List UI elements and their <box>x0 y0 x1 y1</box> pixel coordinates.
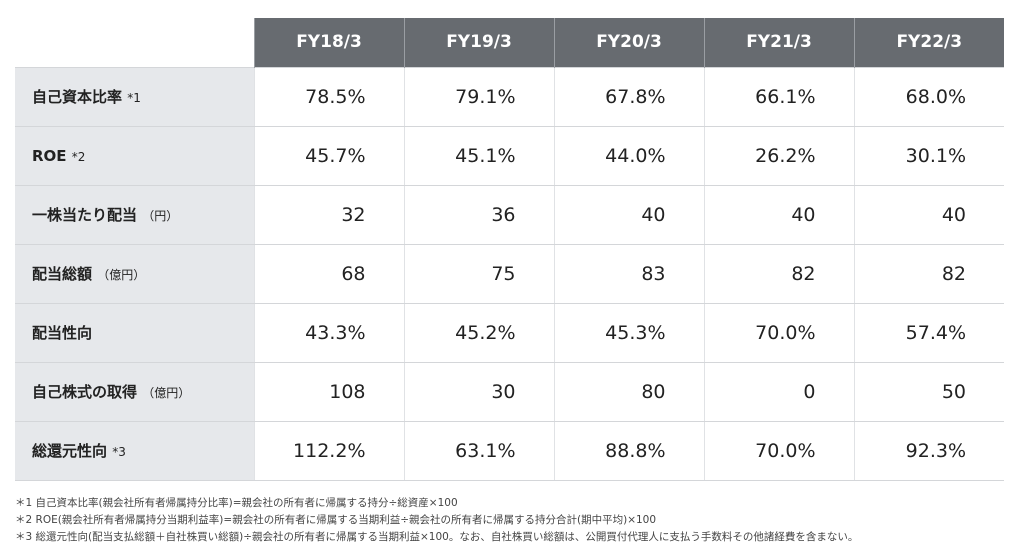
header-fy: FY22/3 <box>853 18 1004 67</box>
table-cell: 63.1% <box>403 420 554 481</box>
table-cell: 108 <box>253 361 404 422</box>
row-label: 自己株式の取得 （億円） <box>15 361 254 422</box>
row-label-text: 配当総額 <box>32 265 93 283</box>
table-cell: 0 <box>703 361 854 422</box>
table-cell: 40 <box>703 184 854 245</box>
row-label-note: *2 <box>71 149 86 164</box>
table-cell: 78.5% <box>253 66 404 127</box>
table-row: 総還元性向 *3 112.2% 63.1% 88.8% 70.0% 92.3% <box>15 420 1004 481</box>
table-cell: 32 <box>253 184 404 245</box>
financial-indicators-table: FY18/3 FY19/3 FY20/3 FY21/3 FY22/3 自己資本比… <box>15 18 1004 481</box>
table-cell: 79.1% <box>403 66 554 127</box>
table-cell: 45.1% <box>403 125 554 186</box>
table-cell: 70.0% <box>703 302 854 363</box>
row-label-text: 自己資本比率 <box>32 88 123 106</box>
table-cell: 83 <box>553 243 704 304</box>
footnote: ＊1 自己資本比率(親会社所有者帰属持分比率)=親会社の所有者に帰属する持分÷総… <box>15 497 458 509</box>
footnote: ＊2 ROE(親会社所有者帰属持分当期利益率)=親会社の所有者に帰属する当期利益… <box>15 514 657 526</box>
table-cell: 80 <box>553 361 704 422</box>
row-label: 総還元性向 *3 <box>15 420 254 481</box>
table-row: 配当総額 （億円） 68 75 83 82 82 <box>15 243 1004 304</box>
table-row: ROE *2 45.7% 45.1% 44.0% 26.2% 30.1% <box>15 125 1004 186</box>
header-row: FY18/3 FY19/3 FY20/3 FY21/3 FY22/3 <box>15 18 1004 67</box>
table-cell: 26.2% <box>703 125 854 186</box>
header-fy: FY18/3 <box>253 18 404 67</box>
row-label-text: 総還元性向 <box>32 442 108 460</box>
table-cell: 67.8% <box>553 66 704 127</box>
table-cell: 68 <box>253 243 404 304</box>
table-cell: 36 <box>403 184 554 245</box>
table-cell: 82 <box>703 243 854 304</box>
row-label-text: 配当性向 <box>32 324 93 342</box>
row-label-text: 自己株式の取得 <box>32 383 138 401</box>
header-fy: FY19/3 <box>403 18 554 67</box>
row-label-note: （億円） <box>142 386 191 400</box>
table-row: 配当性向 43.3% 45.2% 45.3% 70.0% 57.4% <box>15 302 1004 363</box>
footnotes: ＊1 自己資本比率(親会社所有者帰属持分比率)=親会社の所有者に帰属する持分÷総… <box>15 495 858 546</box>
table-row: 一株当たり配当 （円） 32 36 40 40 40 <box>15 184 1004 245</box>
footnote: ＊3 総還元性向(配当支払総額＋自社株買い総額)÷親会社の所有者に帰属する当期利… <box>15 531 859 543</box>
table-cell: 40 <box>853 184 1004 245</box>
row-label: 配当総額 （億円） <box>15 243 254 304</box>
header-fy: FY21/3 <box>703 18 854 67</box>
row-label-note: *1 <box>127 91 141 105</box>
table-cell: 44.0% <box>553 125 704 186</box>
row-label: 自己資本比率 *1 <box>15 66 254 127</box>
table-cell: 45.7% <box>253 125 404 186</box>
table-cell: 30.1% <box>853 125 1004 186</box>
header-corner <box>15 18 254 67</box>
row-label-text: ROE <box>32 146 67 165</box>
table-cell: 75 <box>403 243 554 304</box>
table-cell: 45.3% <box>553 302 704 363</box>
table-cell: 82 <box>853 243 1004 304</box>
row-label-note: （円） <box>142 209 179 223</box>
row-label-text: 一株当たり配当 <box>32 206 138 224</box>
table-cell: 68.0% <box>853 66 1004 127</box>
row-label: 一株当たり配当 （円） <box>15 184 254 245</box>
table-cell: 112.2% <box>253 420 404 481</box>
table-cell: 66.1% <box>703 66 854 127</box>
header-fy: FY20/3 <box>553 18 704 67</box>
row-label-note: *3 <box>112 445 126 459</box>
table-cell: 70.0% <box>703 420 854 481</box>
table-cell: 57.4% <box>853 302 1004 363</box>
table-cell: 43.3% <box>253 302 404 363</box>
row-label-note: （億円） <box>97 268 146 282</box>
table-cell: 50 <box>853 361 1004 422</box>
table-row: 自己株式の取得 （億円） 108 30 80 0 50 <box>15 361 1004 422</box>
table-cell: 40 <box>553 184 704 245</box>
table-cell: 92.3% <box>853 420 1004 481</box>
table-cell: 88.8% <box>553 420 704 481</box>
row-label: 配当性向 <box>15 302 254 363</box>
table-cell: 30 <box>403 361 554 422</box>
row-label: ROE *2 <box>15 125 254 186</box>
table-cell: 45.2% <box>403 302 554 363</box>
table-row: 自己資本比率 *1 78.5% 79.1% 67.8% 66.1% 68.0% <box>15 66 1004 127</box>
